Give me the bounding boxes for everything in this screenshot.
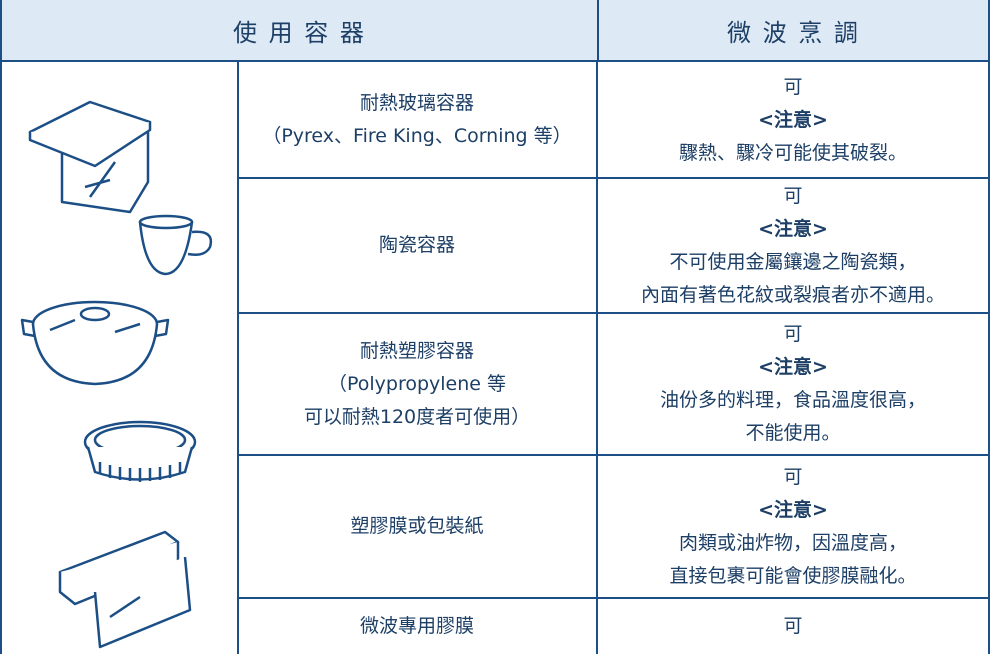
cell-text: （Pyrex、Fire King、Corning 等）	[262, 125, 572, 147]
cell-text: 可	[783, 75, 803, 98]
container-cell: 耐熱塑膠容器 （Polypropylene 等可以耐熱120度者可使用）	[238, 313, 596, 455]
container-cell: 微波專用膠膜	[238, 598, 596, 654]
row-divider	[238, 454, 990, 456]
cell-text: 耐熱玻璃容器	[359, 92, 474, 114]
microwave-cell: 可 <注意> 油份多的料理，食品溫度很高， 不能使用。	[598, 313, 988, 455]
cell-text: <注意>	[758, 356, 828, 378]
cell-text: 陶瓷容器	[378, 234, 455, 256]
container-cell: 耐熱玻璃容器 （Pyrex、Fire King、Corning 等）	[238, 62, 596, 178]
cell-text: 肉類或油炸物，因溫度高，	[678, 531, 907, 554]
cell-text: 可	[783, 465, 803, 488]
row-divider	[238, 177, 990, 179]
microwave-cell: 可 <注意> 不可使用金屬鑲邊之陶瓷類， 內面有著色花紋或裂痕者亦不適用。	[598, 178, 988, 313]
cell-text: 微波專用膠膜	[359, 614, 474, 637]
cell-text: 驟熱、驟冷可能使其破裂。	[678, 141, 907, 164]
cell-text: <注意>	[758, 108, 828, 131]
cell-text: 可	[783, 323, 803, 345]
cell-text: 內面有著色花紋或裂痕者亦不適用。	[640, 283, 945, 306]
cell-text: <注意>	[758, 498, 828, 521]
cell-text: 塑膠膜或包裝紙	[350, 515, 484, 537]
cell-text: （Polypropylene 等	[327, 372, 507, 395]
column-divider	[237, 62, 239, 654]
cell-text: 耐熱塑膠容器	[359, 339, 474, 362]
header-cell: 使 用 容 器	[2, 0, 597, 62]
container-cell: 陶瓷容器	[238, 178, 596, 313]
cell-text: <注意>	[758, 217, 828, 240]
column-divider	[596, 62, 598, 654]
cell-text: 可	[783, 184, 803, 207]
cell-text: 可以耐熱120度者可使用）	[303, 405, 531, 428]
row-divider	[238, 597, 990, 599]
microwave-cell: 可 <注意> 肉類或油炸物，因溫度高， 直接包裹可能會使膠膜融化。	[598, 455, 988, 598]
microwave-cell: 可 <注意> 驟熱、驟冷可能使其破裂。	[598, 62, 988, 178]
container-illustrations	[20, 100, 213, 649]
cell-text: 可	[783, 614, 803, 637]
cell-text: 不能使用。	[745, 422, 841, 444]
row-divider	[238, 312, 990, 314]
cell-text: 油份多的料理，食品溫度很高，	[659, 389, 926, 411]
cell-text: 直接包裹可能會使膠膜融化。	[669, 564, 917, 587]
header-cell: 微 波 烹 調	[597, 0, 988, 62]
cell-text: 不可使用金屬鑲邊之陶瓷類，	[669, 250, 917, 273]
microwave-cell: 可	[598, 598, 988, 654]
container-cell: 塑膠膜或包裝紙	[238, 455, 596, 598]
